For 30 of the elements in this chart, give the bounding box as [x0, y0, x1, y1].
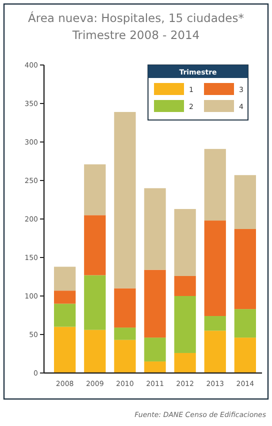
bar	[204, 148, 226, 221]
bar	[84, 215, 106, 276]
bar	[144, 361, 166, 373]
bar	[144, 188, 166, 270]
bar	[174, 276, 196, 296]
bar	[174, 296, 196, 353]
bar	[54, 290, 76, 304]
bar	[204, 330, 226, 373]
chart-title: Área nueva: Hospitales, 15 ciudades*	[28, 11, 244, 25]
bar	[84, 330, 106, 373]
bar	[54, 304, 76, 327]
bar	[234, 309, 256, 338]
bar	[54, 326, 76, 373]
bar	[174, 208, 196, 276]
bar	[204, 220, 226, 316]
bar	[114, 112, 136, 288]
bar	[84, 164, 106, 216]
chart-subtitle: Trimestre 2008 - 2014	[71, 28, 200, 42]
bar	[114, 340, 136, 373]
bar	[234, 175, 256, 230]
bar	[144, 270, 166, 338]
bar	[114, 288, 136, 328]
bar	[144, 338, 166, 362]
bar	[234, 229, 256, 310]
bar	[114, 328, 136, 340]
bar	[234, 338, 256, 373]
bar	[174, 352, 196, 373]
bar	[54, 266, 76, 291]
bar	[84, 275, 106, 330]
bar	[204, 316, 226, 331]
